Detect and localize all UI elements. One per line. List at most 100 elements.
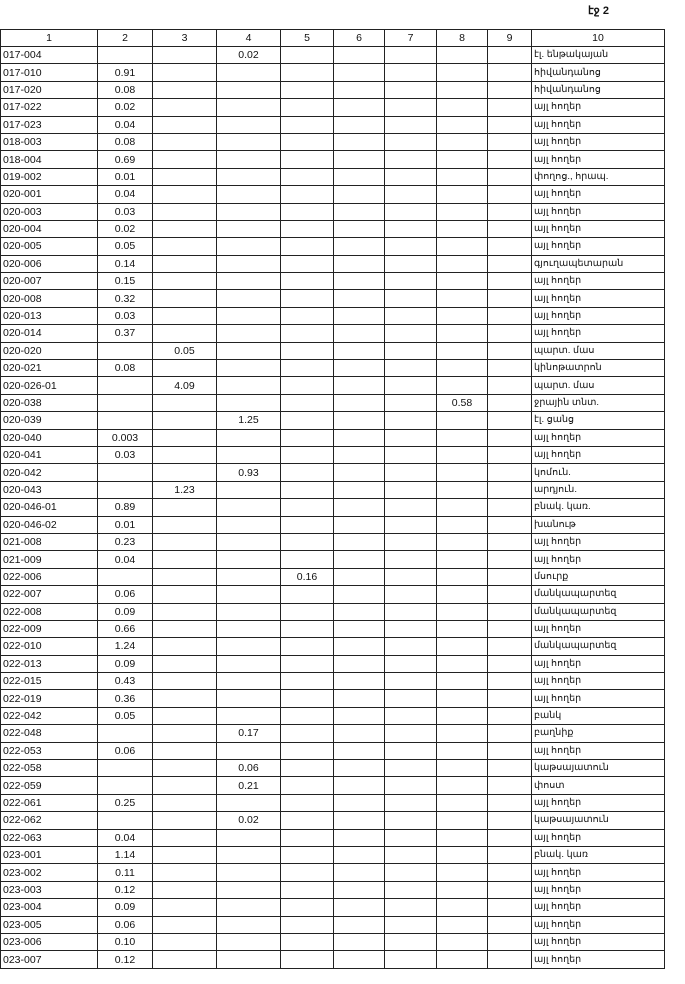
col2-value-cell: 0.25 — [97, 793, 153, 813]
col4-value-cell — [216, 445, 281, 465]
col2-value-cell: 0.23 — [97, 532, 153, 552]
col4-value-cell — [216, 654, 281, 674]
col3-value-cell — [152, 793, 217, 813]
header-row: 1 2 3 4 5 6 7 8 9 10 — [0, 29, 665, 47]
table-row: 017-020 0.08 հիվանդանոց — [0, 80, 665, 100]
col4-value-cell: 0.21 — [216, 776, 281, 795]
col2-value-cell: 0.12 — [97, 950, 153, 969]
col3-value-cell — [152, 515, 217, 534]
col8-value-cell — [436, 98, 488, 117]
land-use-cell: այլ հողեր — [531, 950, 665, 969]
col9-value-cell — [487, 619, 532, 639]
col3-value-cell — [152, 393, 217, 413]
col8-value-cell — [436, 532, 488, 552]
col5-value-cell — [280, 445, 334, 465]
col3-value-cell — [152, 445, 217, 465]
land-use-cell: բաղնիք — [531, 724, 665, 743]
col4-value-cell — [216, 324, 281, 343]
parcel-id-cell: 022-008 — [0, 602, 98, 621]
land-use-cell: այլ հողեր — [531, 428, 665, 447]
col6-value-cell — [333, 115, 385, 134]
land-use-cell: խանութ — [531, 515, 665, 534]
col3-value-cell — [152, 654, 217, 674]
land-use-cell: այլ հողեր — [531, 98, 665, 117]
land-use-cell: կաթսայատուն — [531, 811, 665, 830]
col6-value-cell — [333, 759, 385, 778]
table-row: 022-019 0.36 այլ հողեր — [0, 689, 665, 708]
col3-value-cell — [152, 637, 217, 656]
land-use-cell: պարտ. մաս — [531, 376, 665, 395]
table-row: 022-061 0.25 այլ հողեր — [0, 793, 665, 813]
col9-value-cell — [487, 932, 532, 952]
col3-value-cell — [152, 950, 217, 969]
col3-value-cell — [152, 585, 217, 604]
table-row: 020-021 0.08 կինոթատրոն — [0, 359, 665, 378]
col7-value-cell — [384, 324, 437, 343]
table-row: 022-048 0.17 բաղնիք — [0, 724, 665, 743]
col8-value-cell — [436, 602, 488, 621]
col8-value-cell — [436, 80, 488, 100]
col9-value-cell — [487, 724, 532, 743]
col4-value-cell — [216, 150, 281, 169]
col5-value-cell — [280, 915, 334, 934]
col2-value-cell: 0.37 — [97, 324, 153, 343]
col4-value-cell — [216, 63, 281, 82]
col7-value-cell — [384, 185, 437, 204]
col3-value-cell — [152, 306, 217, 326]
col3-value-cell — [152, 45, 217, 65]
col7-value-cell — [384, 532, 437, 552]
col4-value-cell — [216, 915, 281, 934]
column-header: 7 — [384, 29, 437, 47]
col2-value-cell — [97, 480, 153, 500]
col2-value-cell: 0.32 — [97, 289, 153, 308]
col3-value-cell — [152, 602, 217, 621]
col5-value-cell — [280, 254, 334, 274]
col3-value-cell — [152, 741, 217, 761]
table-row: 022-013 0.09 այլ հողեր — [0, 654, 665, 674]
col9-value-cell — [487, 550, 532, 569]
col6-value-cell — [333, 689, 385, 708]
land-use-cell: այլ հողեր — [531, 237, 665, 256]
land-use-cell: էլ. ենթակայան — [531, 45, 665, 65]
land-use-cell: այլ հողեր — [531, 793, 665, 813]
col2-value-cell — [97, 411, 153, 430]
col4-value-cell — [216, 706, 281, 726]
col6-value-cell — [333, 550, 385, 569]
col3-value-cell — [152, 115, 217, 134]
col2-value-cell — [97, 376, 153, 395]
col5-value-cell — [280, 80, 334, 100]
col4-value-cell — [216, 80, 281, 100]
col3-value-cell — [152, 80, 217, 100]
col2-value-cell: 1.24 — [97, 637, 153, 656]
col6-value-cell — [333, 132, 385, 152]
column-header: 3 — [152, 29, 217, 47]
col4-value-cell — [216, 115, 281, 134]
col7-value-cell — [384, 254, 437, 274]
col4-value-cell: 0.06 — [216, 759, 281, 778]
land-use-cell: արդյուն. — [531, 480, 665, 500]
col7-value-cell — [384, 376, 437, 395]
table-row: 022-006 0.16 մսուրք — [0, 567, 665, 587]
col5-value-cell — [280, 306, 334, 326]
col7-value-cell — [384, 237, 437, 256]
col3-value-cell — [152, 219, 217, 239]
col5-value-cell — [280, 550, 334, 569]
col4-value-cell — [216, 237, 281, 256]
table-row: 020-007 0.15 այլ հողեր — [0, 272, 665, 291]
col6-value-cell — [333, 672, 385, 691]
col6-value-cell — [333, 254, 385, 274]
col7-value-cell — [384, 289, 437, 308]
col3-value-cell — [152, 776, 217, 795]
table-row: 020-013 0.03 այլ հողեր — [0, 306, 665, 326]
col5-value-cell — [280, 724, 334, 743]
col8-value-cell — [436, 567, 488, 587]
land-use-cell: այլ հողեր — [531, 202, 665, 221]
parcel-id-cell: 017-023 — [0, 115, 98, 134]
col8-value-cell — [436, 515, 488, 534]
col9-value-cell — [487, 480, 532, 500]
col8-value-cell — [436, 359, 488, 378]
col9-value-cell — [487, 132, 532, 152]
col6-value-cell — [333, 950, 385, 969]
col8-value-cell — [436, 811, 488, 830]
parcel-id-cell: 020-042 — [0, 463, 98, 482]
